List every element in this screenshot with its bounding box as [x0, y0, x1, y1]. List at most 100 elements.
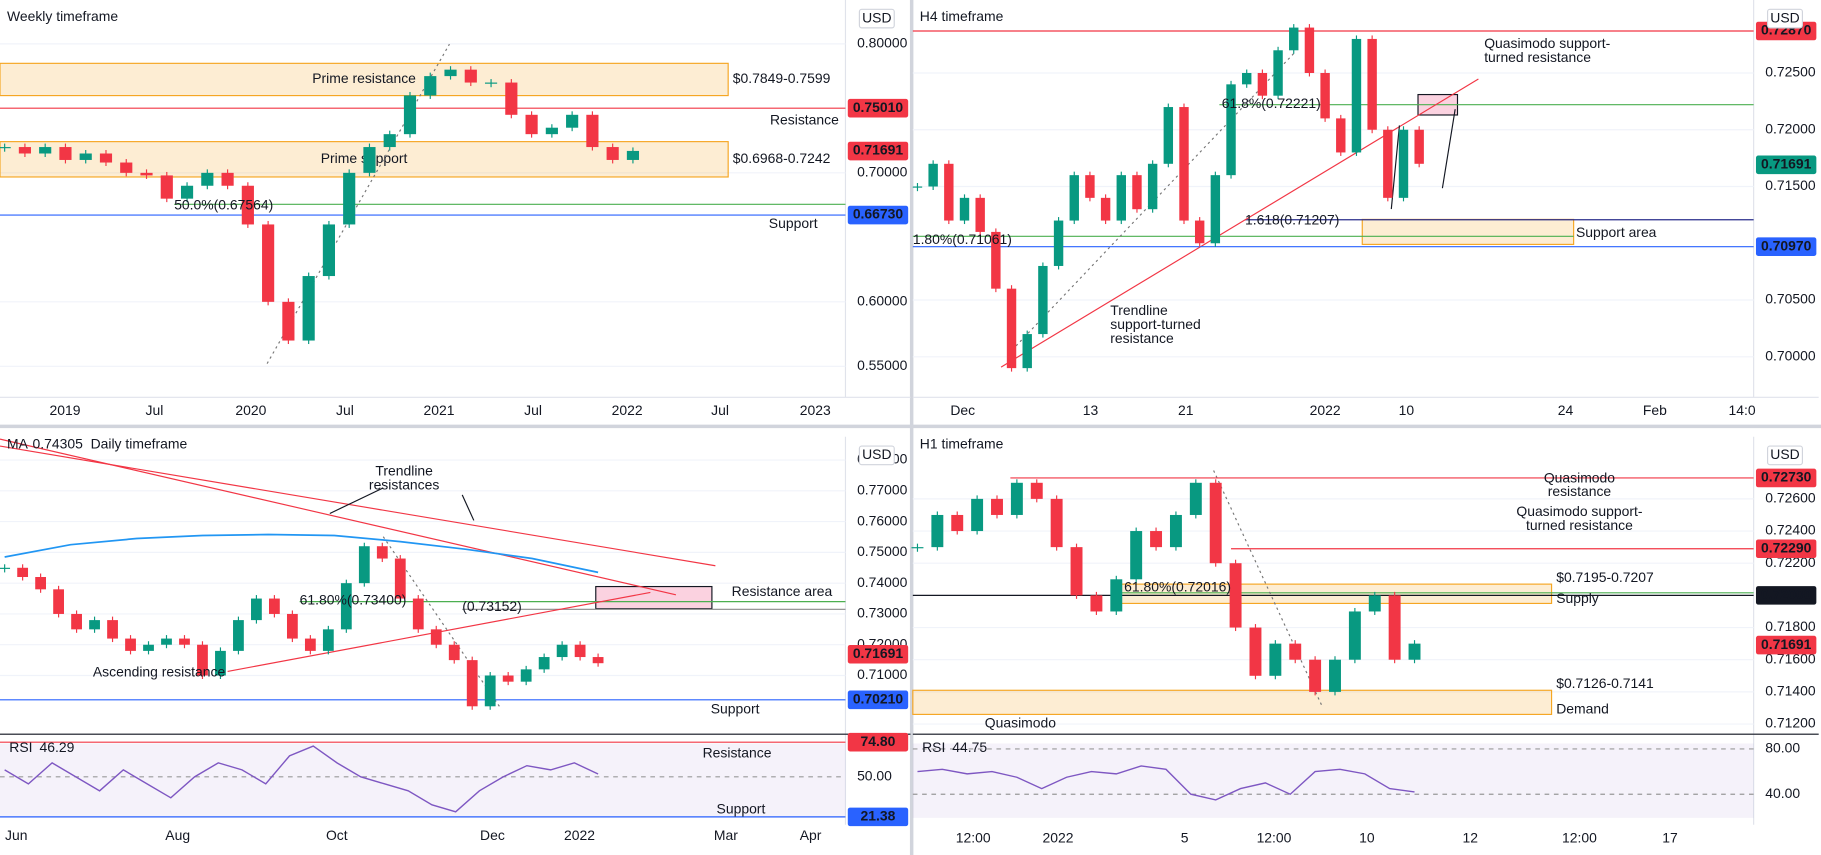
price-tag	[1755, 155, 1817, 175]
candle	[1090, 595, 1103, 612]
candle	[430, 629, 442, 645]
candle	[1022, 334, 1032, 369]
candle	[928, 163, 938, 187]
rsi-tick-label: 40.00	[1765, 785, 1800, 801]
candle	[1226, 84, 1236, 176]
annotation: support-turned	[1110, 316, 1201, 332]
candle	[505, 82, 518, 115]
candle	[464, 69, 477, 83]
candle	[269, 598, 280, 614]
currency: USD	[1770, 446, 1799, 462]
annotation: 1.80%(0.71061)	[913, 231, 1012, 247]
annotation: (0.73152)	[462, 598, 522, 614]
x-tick-label: Jul	[711, 402, 729, 418]
price-tag-label: 0.70970	[1761, 237, 1812, 253]
candle	[201, 172, 214, 186]
candle	[53, 589, 64, 614]
x-tick-label: Feb	[1643, 402, 1667, 418]
candle	[1163, 107, 1174, 164]
candle	[140, 172, 153, 176]
zone-range: $0.7849-0.7599	[733, 70, 831, 86]
candle	[233, 620, 244, 651]
x-tick-label: 2022	[1310, 402, 1341, 418]
y-tick-label: 0.72000	[1765, 120, 1816, 136]
candle	[1038, 265, 1048, 335]
candle	[520, 669, 532, 682]
candle	[1329, 659, 1341, 692]
y-tick-label: 0.77000	[857, 482, 908, 498]
candle	[951, 514, 964, 532]
candle	[944, 163, 954, 221]
candle	[1408, 643, 1421, 660]
y-tick-label: 0.80000	[857, 35, 908, 51]
y-tick-label: 0.76000	[857, 512, 908, 528]
candle	[394, 558, 406, 599]
candle	[1383, 129, 1393, 198]
price-tag	[1755, 468, 1817, 488]
price-tag-label: 0.75010	[853, 99, 904, 115]
price-tag	[1755, 586, 1817, 605]
annotation: Ascending resistance	[93, 663, 226, 679]
drawing	[1213, 470, 1323, 706]
candle	[912, 186, 923, 188]
candle	[574, 644, 586, 658]
annotation: 61.80%(0.73400)	[300, 591, 407, 607]
y-tick-label: 0.60000	[857, 293, 908, 309]
price-tag-label: 0.71691	[853, 142, 904, 158]
candle	[35, 577, 47, 590]
candle	[79, 153, 92, 160]
candle	[1289, 27, 1299, 51]
annotation: Supply	[1556, 590, 1599, 606]
annotation: turned resistance	[1526, 517, 1633, 533]
annotation: Resistance	[770, 112, 839, 128]
y-tick-label: 0.72400	[1765, 522, 1816, 538]
x-tick-label: Apr	[800, 827, 822, 843]
x-tick-label: 2021	[424, 402, 455, 418]
x-tick-label: Dec	[950, 402, 975, 418]
x-tick-label: Mar	[714, 827, 738, 843]
candle	[1150, 531, 1163, 548]
candle	[1368, 595, 1381, 612]
candle	[1351, 38, 1362, 153]
candle	[502, 675, 514, 682]
x-tick-label: 12:00	[956, 829, 991, 845]
candle	[262, 224, 275, 302]
panel-title: Daily timeframe	[91, 436, 188, 452]
currency: USD	[862, 9, 891, 25]
candle	[0, 567, 11, 569]
annotation: 61.80%(0.72016)	[1124, 578, 1231, 594]
zone	[912, 689, 1553, 715]
x-tick-label: 10	[1399, 402, 1415, 418]
candle	[412, 598, 424, 630]
candle	[1210, 175, 1221, 244]
candle	[1388, 595, 1401, 660]
candle	[1229, 563, 1242, 628]
annotation: resistance	[1110, 330, 1174, 346]
candle	[0, 147, 11, 149]
zone-range: $0.6968-0.7242	[733, 150, 831, 166]
rsi-band	[912, 743, 1754, 818]
rsi-label: RSI	[9, 739, 32, 755]
x-tick-label: 12	[1463, 829, 1479, 845]
candle	[89, 620, 100, 630]
candle	[107, 620, 118, 639]
candle	[1336, 118, 1346, 153]
currency: USD	[1770, 9, 1799, 25]
rsi-tag-label: 21.38	[861, 808, 896, 824]
candle	[448, 644, 460, 661]
candle	[1257, 72, 1268, 96]
candle	[1249, 627, 1262, 676]
x-tick-label: 13	[1083, 402, 1099, 418]
candle	[484, 675, 496, 707]
x-tick-label: 2020	[235, 402, 266, 418]
drawing	[461, 494, 475, 521]
y-tick-label: 0.71400	[1765, 683, 1816, 699]
candle	[160, 175, 173, 199]
y-tick-label: 0.71000	[857, 666, 908, 682]
candle	[1100, 197, 1111, 221]
candle	[626, 150, 640, 160]
candle	[1010, 482, 1023, 515]
candle	[143, 644, 154, 651]
zone-range: $0.7195-0.7207	[1556, 569, 1654, 585]
zone	[0, 62, 729, 97]
